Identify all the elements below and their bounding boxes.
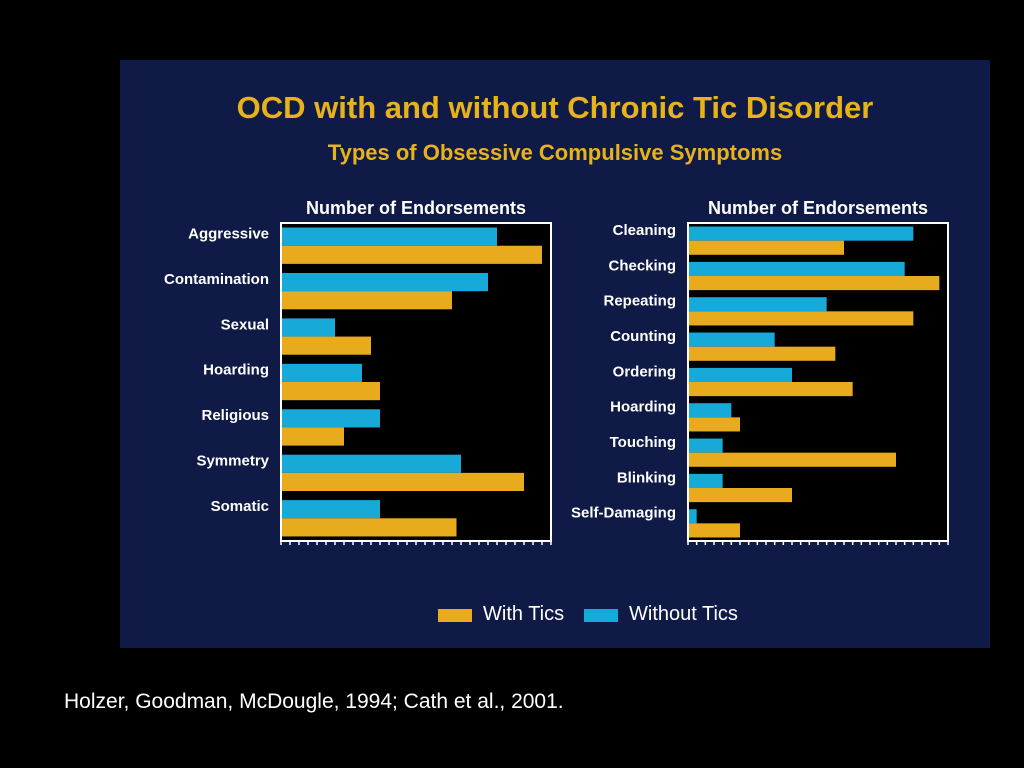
- bar-with-tics: [689, 311, 914, 326]
- category-label: Contamination: [164, 271, 269, 288]
- category-label: Ordering: [613, 363, 676, 380]
- bar-with-tics: [282, 245, 542, 264]
- bar-chart-left: Number of Endorsements Aggressive Contamin…: [164, 198, 552, 545]
- bar-without-tics: [282, 500, 380, 519]
- legend-swatch-with-tics: [438, 609, 472, 622]
- category-label: Cleaning: [613, 222, 676, 239]
- bar-with-tics: [689, 346, 836, 361]
- category-label: Sexual: [221, 316, 269, 333]
- bar-without-tics: [689, 226, 914, 241]
- legend-label-with-tics: With Tics: [483, 603, 565, 625]
- bar-with-tics: [282, 518, 457, 537]
- category-label: Hoarding: [203, 362, 269, 379]
- legend-label-without-tics: Without Tics: [629, 603, 738, 625]
- bar-without-tics: [282, 409, 380, 428]
- category-label: Somatic: [211, 498, 269, 515]
- bar-without-tics: [689, 297, 827, 312]
- bar-with-tics: [689, 276, 940, 291]
- bar-without-tics: [282, 454, 461, 473]
- bar-with-tics: [282, 472, 524, 492]
- category-label: Hoarding: [610, 399, 676, 416]
- bar-without-tics: [282, 227, 497, 246]
- bar-with-tics: [689, 240, 844, 255]
- bar-without-tics: [689, 509, 697, 524]
- bar-without-tics: [689, 332, 775, 347]
- bar-with-tics: [282, 382, 380, 401]
- bar-chart-right: Number of Endorsements Cleaning Checking Re…: [571, 198, 949, 545]
- category-label: Counting: [610, 328, 676, 345]
- chart-title: OCD with and without Chronic Tic Disorde…: [236, 90, 874, 125]
- bar-without-tics: [689, 367, 792, 382]
- bar-without-tics: [689, 403, 732, 418]
- bar-with-tics: [689, 452, 896, 467]
- bar-without-tics: [282, 363, 362, 382]
- citation: Holzer, Goodman, McDougle, 1994; Cath et…: [64, 690, 564, 713]
- bar-with-tics: [282, 291, 452, 310]
- panel-title-1: Number of Endorsements: [708, 198, 928, 218]
- bar-without-tics: [689, 261, 905, 276]
- category-label: Symmetry: [196, 453, 269, 470]
- bar-without-tics: [689, 438, 723, 453]
- bar-with-tics: [282, 336, 371, 355]
- bar-with-tics: [282, 427, 344, 446]
- panel-title-0: Number of Endorsements: [306, 198, 526, 218]
- category-label: Checking: [608, 257, 676, 274]
- bar-with-tics: [689, 488, 792, 503]
- bar-without-tics: [689, 473, 723, 488]
- bar-with-tics: [689, 523, 740, 538]
- chart-subtitle: Types of Obsessive Compulsive Symptoms: [327, 140, 783, 165]
- bar-with-tics: [689, 417, 740, 432]
- bar-without-tics: [282, 318, 335, 337]
- category-label: Repeating: [603, 293, 676, 310]
- category-label: Touching: [610, 434, 676, 451]
- category-label: Blinking: [617, 469, 676, 486]
- legend-swatch-without-tics: [584, 609, 618, 622]
- bar-without-tics: [282, 272, 488, 292]
- slide-panel: OCD with and without Chronic Tic Disorde…: [120, 60, 990, 648]
- category-label: Aggressive: [188, 225, 269, 242]
- bar-with-tics: [689, 382, 853, 397]
- category-label: Self-Damaging: [571, 505, 676, 522]
- category-label: Religious: [201, 407, 269, 424]
